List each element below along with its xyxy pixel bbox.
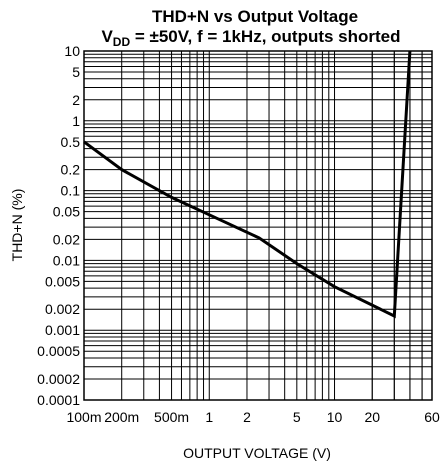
y-tick-label: 5	[72, 64, 80, 80]
y-tick-label: 2	[72, 92, 80, 108]
y-tick-label: 0.01	[53, 252, 80, 268]
x-tick-label: 100m	[66, 409, 101, 425]
x-tick-label: 200m	[104, 409, 139, 425]
y-tick-label: 1	[72, 113, 80, 129]
x-tick-label: 500m	[154, 409, 189, 425]
y-tick-label: 0.05	[53, 204, 80, 220]
y-axis-label: THD+N (%)	[9, 189, 25, 262]
grid	[83, 51, 433, 401]
thd-series-line	[83, 50, 412, 319]
y-tick-labels: 10 5 2 1 0.5 0.2 0.1 0.05 0.02 0.01 0.005 0.002 0.00…	[37, 43, 80, 408]
x-axis-label: OUTPUT VOLTAGE (V)	[183, 445, 331, 461]
y-tick-label: 0.5	[61, 134, 81, 150]
x-tick-label: 5	[293, 409, 301, 425]
y-tick-label: 0.2	[61, 162, 81, 178]
y-tick-label: 0.0005	[37, 343, 80, 359]
x-tick-label: 1	[205, 409, 213, 425]
y-tick-label: 0.02	[53, 231, 80, 247]
plot-frame	[83, 50, 433, 401]
x-tick-label: 20	[364, 409, 380, 425]
chart-title-line2: VDD = ±50V, f = 1kHz, outputs shorted	[101, 27, 400, 49]
y-tick-label: 0.0001	[37, 392, 80, 408]
x-tick-labels: 100m 200m 500m 1 2 5 10 20 60	[66, 409, 440, 425]
y-tick-label: 0.002	[45, 301, 80, 317]
y-tick-label: 0.001	[45, 322, 80, 338]
x-tick-label: 2	[243, 409, 251, 425]
y-tick-label: 0.005	[45, 273, 80, 289]
y-tick-label: 10	[64, 43, 80, 59]
y-tick-label: 0.0002	[37, 371, 80, 387]
x-tick-label: 10	[327, 409, 343, 425]
chart-title-line1: THD+N vs Output Voltage	[152, 7, 358, 26]
x-tick-label: 60	[424, 409, 440, 425]
y-tick-label: 0.1	[61, 183, 81, 199]
